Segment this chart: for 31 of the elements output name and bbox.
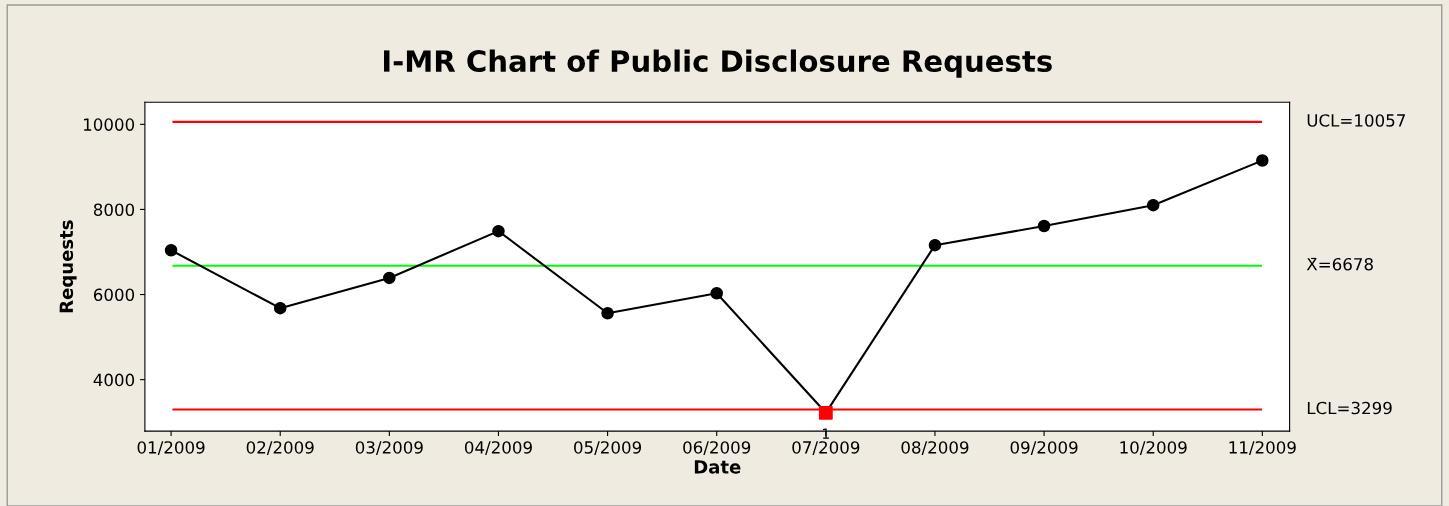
x-tick-label: 07/2009 <box>792 441 860 456</box>
chart-title: I-MR Chart of Public Disclosure Requests <box>383 49 1052 78</box>
point <box>273 301 287 315</box>
x-tick-label: 04/2009 <box>464 441 532 456</box>
y-axis-title: Requests <box>59 220 77 313</box>
point <box>164 244 178 257</box>
x-tick-label: 09/2009 <box>1010 441 1078 456</box>
x-tick-label: 06/2009 <box>683 441 751 456</box>
point <box>1146 198 1160 212</box>
y-tick-label: 10000 <box>83 118 135 131</box>
point <box>1037 219 1051 233</box>
x-tick-label: 05/2009 <box>574 441 642 456</box>
x-tick-label: 03/2009 <box>355 441 423 456</box>
x-tick-label: 10/2009 <box>1120 441 1187 456</box>
x-tick-label: 11/2009 <box>1229 441 1296 456</box>
ref-line-label: X̄=6678 <box>1306 257 1373 271</box>
ref-line-label: UCL=10057 <box>1307 114 1405 127</box>
x-tick-label: 01/2009 <box>137 441 205 456</box>
point <box>492 224 505 238</box>
point <box>928 238 942 252</box>
x-tick-label: 08/2009 <box>901 441 969 456</box>
y-tick-label: 8000 <box>93 203 135 216</box>
point <box>601 307 614 320</box>
point <box>710 287 723 300</box>
x-tick-label: 02/2009 <box>246 441 314 456</box>
y-tick-label: 6000 <box>93 288 135 302</box>
point <box>1256 154 1269 167</box>
point <box>383 271 396 285</box>
x-axis-title: Date <box>694 460 741 474</box>
ref-line-label: LCL=3299 <box>1307 401 1392 415</box>
y-tick-label: 4000 <box>93 373 135 387</box>
